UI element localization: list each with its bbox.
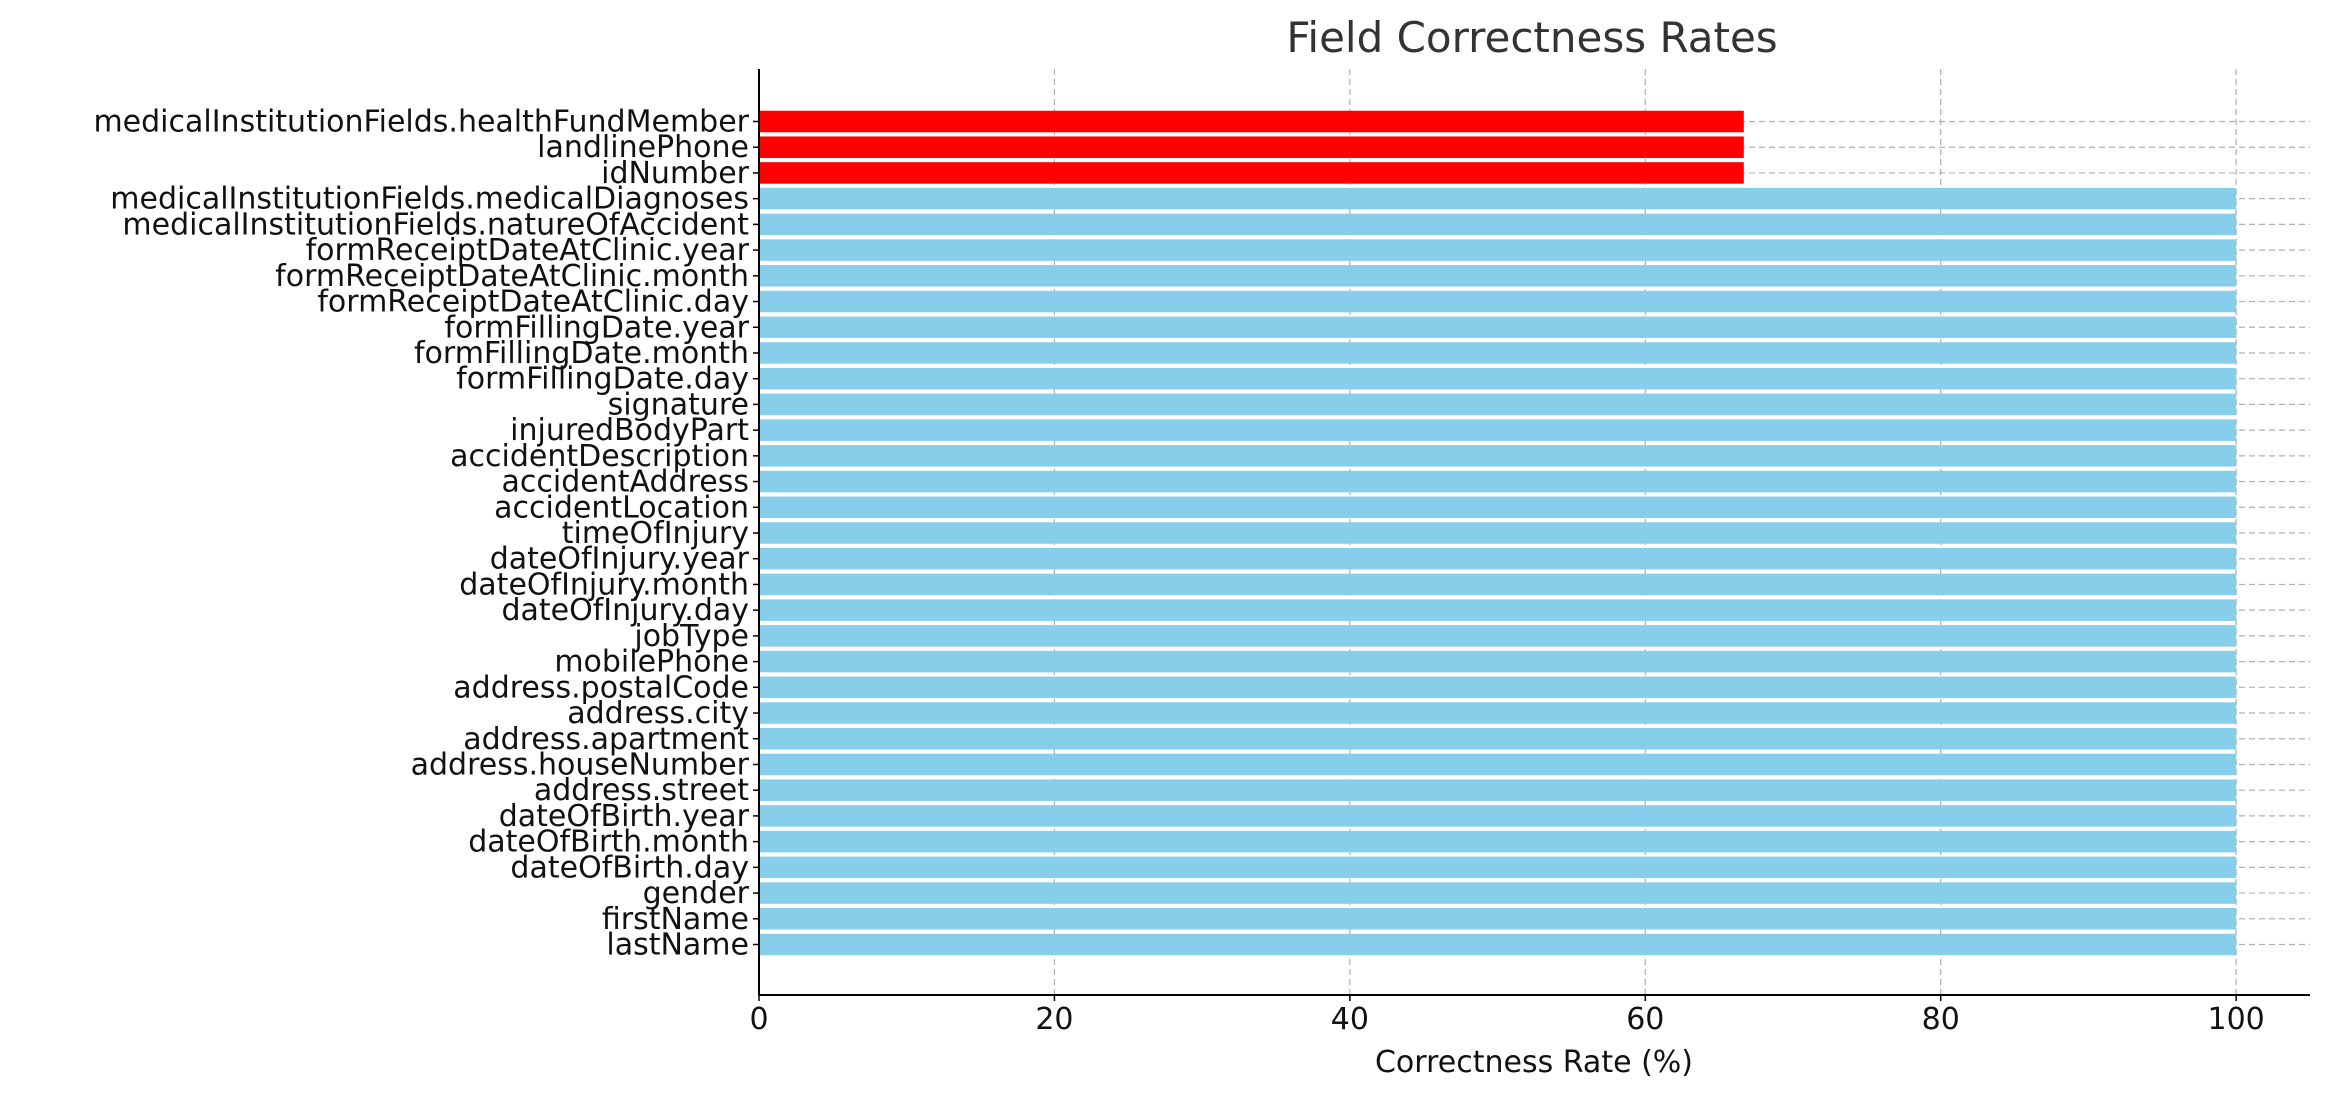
y-tick-label: dateOfBirth.day — [510, 850, 749, 885]
x-tick-label: 20 — [1035, 1002, 1073, 1037]
bar — [759, 162, 1744, 184]
x-tick-label: 100 — [2208, 1002, 2265, 1037]
x-tick-label: 40 — [1331, 1002, 1369, 1037]
bar — [759, 419, 2237, 441]
bar — [759, 805, 2237, 827]
bar — [759, 830, 2237, 853]
y-tick-label: dateOfBirth.year — [499, 799, 750, 834]
y-tick-label: landlinePhone — [537, 130, 749, 165]
bar — [759, 445, 2237, 467]
bar — [759, 599, 2237, 621]
bar — [759, 110, 1744, 133]
y-tick-label: dateOfBirth.month — [468, 825, 749, 860]
x-axis-label: Correctness Rate (%) — [1375, 1045, 1693, 1080]
bar — [759, 650, 2237, 673]
y-tick-label: address.apartment — [463, 722, 749, 757]
y-tick-label: dateOfInjury.month — [459, 567, 749, 602]
bar — [759, 856, 2237, 879]
chart-title: Field Correctness Rates — [1286, 13, 1777, 62]
bar — [759, 779, 2237, 801]
bars — [753, 110, 2237, 956]
bar — [759, 573, 2237, 596]
bar — [759, 470, 2237, 493]
bar — [759, 702, 2237, 724]
bar — [759, 342, 2237, 364]
bar — [759, 728, 2237, 750]
y-tick-labels: lastNamefirstNamegenderdateOfBirth.dayda… — [93, 105, 749, 963]
y-tick-label: formReceiptDateAtClinic.year — [306, 233, 750, 268]
y-tick-label: formFillingDate.day — [456, 362, 749, 397]
bar — [759, 522, 2237, 544]
bar — [759, 393, 2237, 416]
x-tick-labels: 0 20 40 60 80 100 — [749, 1002, 2264, 1037]
y-tick-label: address.houseNumber — [411, 747, 750, 782]
y-tick-label: jobType — [633, 619, 749, 654]
y-tick-label: signature — [608, 387, 749, 422]
y-tick-label: timeOfInjury — [562, 516, 749, 551]
y-tick-label: accidentDescription — [450, 439, 749, 474]
y-tick-label: address.street — [534, 773, 749, 808]
bar — [759, 496, 2237, 519]
bar — [759, 239, 2237, 261]
x-tick-label: 80 — [1922, 1002, 1960, 1037]
bar — [759, 547, 2237, 570]
y-tick-label: medicalInstitutionFields.healthFundMembe… — [93, 105, 749, 140]
bar — [759, 908, 2237, 930]
bar — [759, 882, 2237, 904]
y-tick-label: dateOfInjury.day — [501, 593, 749, 628]
y-tick-label: formFillingDate.year — [444, 310, 749, 345]
bar — [759, 316, 2237, 338]
y-tick-label: formFillingDate.month — [414, 336, 749, 371]
y-tick-label: formReceiptDateAtClinic.month — [275, 259, 749, 294]
y-tick-label: lastName — [606, 928, 749, 963]
bar — [759, 213, 2237, 236]
bar — [759, 265, 2237, 287]
axes — [758, 69, 2310, 996]
bar — [759, 753, 2237, 776]
x-tick-label: 0 — [749, 1002, 768, 1037]
bar — [759, 187, 2237, 210]
bar — [759, 290, 2237, 313]
y-tick-label: medicalInstitutionFields.natureOfAcciden… — [122, 207, 749, 242]
y-tick-label: idNumber — [601, 156, 750, 191]
bar — [759, 676, 2237, 699]
y-tick-label: formReceiptDateAtClinic.day — [317, 285, 749, 320]
y-tick-label: mobilePhone — [554, 645, 749, 680]
y-tick-label: address.city — [567, 696, 749, 731]
y-tick-label: dateOfInjury.year — [490, 542, 750, 577]
y-tick-label: accidentAddress — [502, 465, 749, 500]
y-tick-label: injuredBodyPart — [510, 413, 749, 448]
y-tick-label: accidentLocation — [494, 490, 749, 525]
y-tick-label: firstName — [602, 902, 749, 937]
y-tick-label: medicalInstitutionFields.medicalDiagnose… — [110, 182, 749, 217]
y-tick-label: gender — [643, 876, 750, 911]
bar — [759, 625, 2237, 647]
bar — [759, 136, 1744, 158]
y-tick-label: address.postalCode — [453, 670, 749, 705]
bar — [759, 367, 2237, 390]
bar — [759, 933, 2237, 956]
x-tick-label: 60 — [1626, 1002, 1664, 1037]
